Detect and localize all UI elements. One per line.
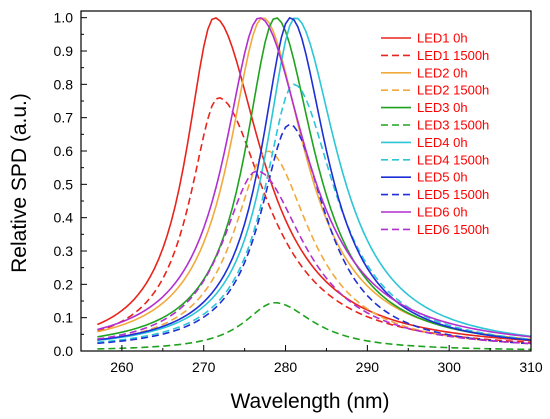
series-line-2 — [97, 97, 532, 344]
y-tick-label: 0.1 — [54, 310, 74, 326]
legend-label-4: LED2 1500h — [417, 83, 489, 98]
tick-marks: 260 270 280 290 300 310 0.0 0.1 0.2 0.3 0.4 0.5 0.6 0… — [54, 10, 543, 375]
y-tick-label: 0.3 — [54, 243, 74, 259]
y-axis-title: Relative SPD (a.u.) — [8, 93, 31, 273]
series-curves — [97, 16, 532, 351]
legend-label-3: LED2 0h — [417, 65, 468, 80]
x-tick-label: 310 — [519, 359, 543, 375]
series-line-12 — [97, 170, 532, 345]
legend: LED1 0h LED1 1500h LED2 0h LED2 1500h LED3 0… — [381, 31, 489, 237]
x-tick-label: 290 — [356, 359, 380, 375]
axes — [80, 10, 532, 352]
legend-label-9: LED5 0h — [417, 170, 468, 185]
y-tick-label: 0.4 — [54, 210, 74, 226]
plot-frame — [80, 10, 532, 352]
x-tick-label: 300 — [438, 359, 462, 375]
y-tick-label: 0.5 — [54, 176, 74, 192]
y-tick-label: 0.8 — [54, 76, 74, 92]
legend-label-12: LED6 1500h — [417, 222, 489, 237]
legend-label-8: LED4 1500h — [417, 152, 489, 167]
y-tick-label: 0.6 — [54, 143, 74, 159]
legend-label-7: LED4 0h — [417, 135, 468, 150]
legend-label-6: LED3 1500h — [417, 118, 489, 133]
series-line-11 — [97, 17, 532, 338]
x-tick-label: 280 — [274, 359, 298, 375]
y-tick-label: 1.0 — [54, 10, 74, 26]
series-line-7 — [97, 17, 532, 342]
legend-label-11: LED6 0h — [417, 205, 468, 220]
x-tick-label: 260 — [110, 359, 134, 375]
series-line-1 — [97, 17, 532, 342]
x-axis-title: Wavelength (nm) — [230, 390, 389, 413]
series-line-6 — [97, 301, 532, 351]
x-tick-label: 270 — [192, 359, 216, 375]
series-line-8 — [97, 83, 532, 344]
series-line-9 — [97, 16, 532, 341]
y-tick-label: 0.2 — [54, 276, 74, 292]
y-tick-label: 0.7 — [54, 110, 74, 126]
legend-label-2: LED1 1500h — [417, 48, 489, 63]
legend-label-10: LED5 1500h — [417, 187, 489, 202]
legend-label-1: LED1 0h — [417, 31, 468, 46]
y-tick-label: 0.9 — [54, 43, 74, 59]
legend-label-5: LED3 0h — [417, 100, 468, 115]
y-tick-label: 0.0 — [54, 343, 74, 359]
